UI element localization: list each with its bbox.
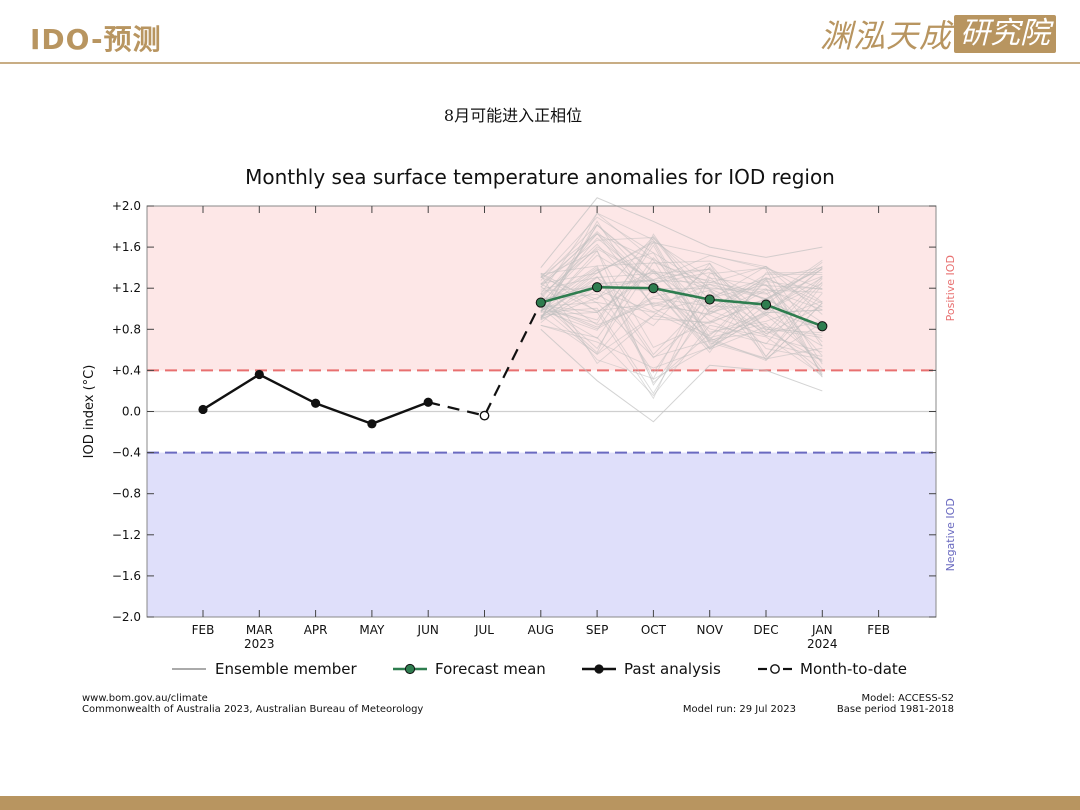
ensemble-member-line xyxy=(540,272,823,316)
ensemble-member-line xyxy=(540,232,823,312)
x-tick-label: DEC xyxy=(753,623,778,637)
x-tick-label: FEB xyxy=(192,623,215,637)
y-tick-label: +0.4 xyxy=(112,363,141,377)
chart-lines xyxy=(198,282,828,429)
ensemble-member-line xyxy=(540,233,823,349)
month-to-date-line xyxy=(427,302,542,417)
chart-title: Monthly sea surface temperature anomalie… xyxy=(245,165,835,189)
legend-label: Ensemble member xyxy=(215,660,358,678)
x-tick-label: JUN xyxy=(417,623,439,637)
ensemble-member-line xyxy=(540,224,823,332)
ensemble-member-line xyxy=(540,261,823,350)
x-tick-label: MAY xyxy=(359,623,385,637)
negative-region xyxy=(147,452,936,617)
model-name: Model: ACCESS-S2 xyxy=(861,693,954,704)
legend-mtd-marker xyxy=(770,664,780,674)
brand-name: 渊泓天成 xyxy=(819,17,952,55)
y-tick-label: −0.8 xyxy=(112,487,141,501)
model-run: Model run: 29 Jul 2023 xyxy=(683,704,796,715)
x-tick-label: MAR xyxy=(246,623,273,637)
past-analysis-point xyxy=(254,369,264,380)
x-tick-label: JUL xyxy=(474,623,494,637)
ensemble-member-line xyxy=(540,268,823,356)
slide-title: IDO-预测 xyxy=(30,23,162,56)
ensemble-member-line xyxy=(540,286,823,353)
ensemble-member-line xyxy=(540,254,823,354)
brand-logo: 渊泓天成 研究院 xyxy=(819,14,1056,55)
ensemble-member-line xyxy=(540,267,823,384)
x-tick-year-label: 2023 xyxy=(244,637,275,651)
past-analysis-point xyxy=(198,404,208,415)
forecast-mean-point xyxy=(535,297,546,308)
ensemble-member-line xyxy=(540,273,823,400)
forecast-mean-point xyxy=(648,283,659,294)
y-tick-label: −2.0 xyxy=(112,610,141,624)
ensemble-member-line xyxy=(540,266,823,356)
ensemble-member-line xyxy=(540,212,823,337)
legend-past-marker xyxy=(594,664,604,674)
ensemble-member-line xyxy=(540,241,823,360)
x-tick-year-label: 2024 xyxy=(807,637,838,651)
ensemble-member-line xyxy=(540,250,823,348)
x-tick-label: FEB xyxy=(867,623,890,637)
x-tick-label: SEP xyxy=(586,623,608,637)
ensemble-member-line xyxy=(540,240,823,323)
ensemble-member-line xyxy=(540,272,823,359)
past-analysis-point xyxy=(367,419,377,429)
forecast-mean-point xyxy=(704,294,715,305)
y-tick-label: 0.0 xyxy=(122,405,141,419)
ensemble-member-line xyxy=(540,314,823,369)
ensemble-member-line xyxy=(540,284,823,343)
legend-label: Forecast mean xyxy=(435,660,546,678)
legend-label: Past analysis xyxy=(624,660,721,678)
ensemble-member-line xyxy=(540,324,823,397)
x-tick-label: JAN xyxy=(811,623,833,637)
y-tick-label: +2.0 xyxy=(112,199,141,213)
ensemble-lower-member xyxy=(540,328,823,423)
source-copyright: Commonwealth of Australia 2023, Australi… xyxy=(82,704,423,715)
base-period: Base period 1981-2018 xyxy=(837,704,954,715)
header-divider xyxy=(0,62,1080,64)
ensemble-member-line xyxy=(540,268,823,333)
y-tick-label: +1.2 xyxy=(112,281,141,295)
x-tick-label: OCT xyxy=(641,623,667,637)
ensemble-member-line xyxy=(540,283,823,358)
y-tick-label: +1.6 xyxy=(112,240,141,254)
positive-iod-label: Positive IOD xyxy=(944,255,957,321)
past-analysis-point xyxy=(311,398,321,408)
forecast-mean-line xyxy=(540,285,823,328)
forecast-mean-point xyxy=(592,282,603,293)
legend-forecast-marker xyxy=(404,663,416,675)
chart-background xyxy=(147,206,936,617)
footer-bar xyxy=(0,796,1080,810)
ensemble-upper-member xyxy=(540,197,823,268)
y-tick-label: −1.6 xyxy=(112,569,141,583)
x-tick-label: AUG xyxy=(528,623,554,637)
forecast-mean-point xyxy=(817,321,828,332)
y-tick-label: +0.8 xyxy=(112,322,141,336)
negative-iod-label: Negative IOD xyxy=(944,498,957,571)
source-url: www.bom.gov.au/climate xyxy=(82,693,208,704)
past-analysis-point xyxy=(423,397,433,407)
month-to-date-point xyxy=(479,410,490,421)
ensemble-member-line xyxy=(540,242,823,378)
legend-label: Month-to-date xyxy=(800,660,907,678)
x-tick-label: NOV xyxy=(696,623,723,637)
chart-legend: Ensemble member Forecast mean Past analysi… xyxy=(172,660,907,678)
forecast-mean-point xyxy=(760,299,772,310)
slide-subtitle: 8月可能进入正相位 xyxy=(443,106,583,125)
y-tick-label: −1.2 xyxy=(112,528,141,542)
brand-box: 研究院 xyxy=(954,15,1056,53)
chart-axes: −2.0 −1.6 −1.2 −0.8 −0.4 0.0 +0.4 +0.8 +1.2 +1.6 +… xyxy=(82,199,957,651)
x-tick-label: APR xyxy=(304,623,328,637)
y-axis-label: IOD index (°C) xyxy=(82,365,97,459)
y-tick-label: −0.4 xyxy=(112,446,141,460)
ensemble-member-line xyxy=(540,235,823,334)
iod-chart: Monthly sea surface temperature anomalie… xyxy=(82,165,957,715)
ensemble-member-line xyxy=(540,246,823,347)
